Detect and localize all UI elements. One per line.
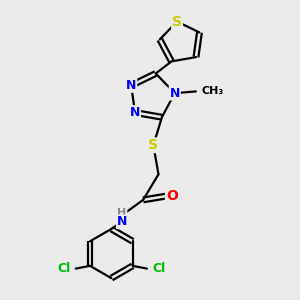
Text: S: S xyxy=(148,138,158,152)
Text: S: S xyxy=(172,14,182,28)
Text: Cl: Cl xyxy=(57,262,70,275)
Text: N: N xyxy=(169,87,180,100)
Text: N: N xyxy=(117,215,127,228)
Text: H: H xyxy=(117,208,127,218)
Text: CH₃: CH₃ xyxy=(201,86,223,96)
Text: N: N xyxy=(126,79,136,92)
Text: Cl: Cl xyxy=(152,262,165,275)
Text: N: N xyxy=(130,106,140,119)
Text: O: O xyxy=(166,189,178,203)
